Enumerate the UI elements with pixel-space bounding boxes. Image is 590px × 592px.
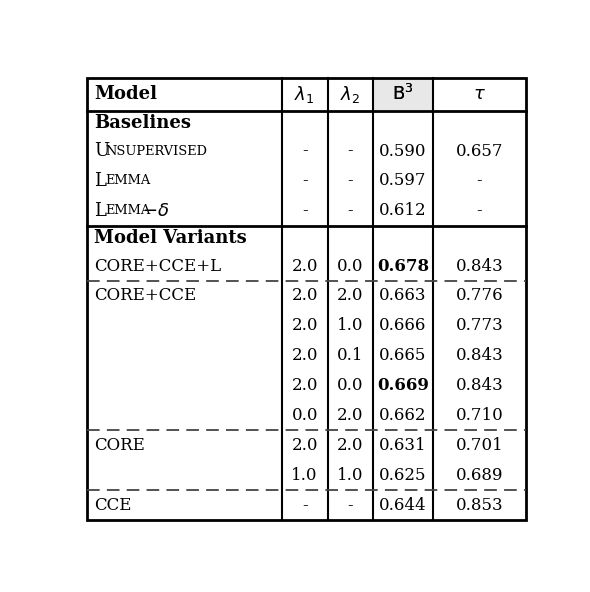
Text: 0.669: 0.669 [377, 377, 429, 394]
Text: 0.689: 0.689 [456, 466, 503, 484]
Text: 0.597: 0.597 [379, 172, 427, 189]
Text: NSUPERVISED: NSUPERVISED [106, 144, 208, 157]
Text: 2.0: 2.0 [291, 288, 318, 304]
Text: 0.625: 0.625 [379, 466, 427, 484]
Text: 0.662: 0.662 [379, 407, 427, 424]
Text: 2.0: 2.0 [337, 288, 363, 304]
Text: -: - [302, 497, 307, 514]
Text: 0.0: 0.0 [337, 377, 363, 394]
Text: -: - [348, 143, 353, 160]
Text: L: L [94, 172, 106, 190]
Text: Model: Model [94, 85, 158, 104]
Text: 0.666: 0.666 [379, 317, 427, 334]
Text: $\lambda_1$: $\lambda_1$ [294, 84, 315, 105]
Text: -: - [348, 202, 353, 219]
Text: $\lambda_2$: $\lambda_2$ [340, 84, 360, 105]
Bar [373, 78, 432, 111]
Text: 0.776: 0.776 [455, 288, 503, 304]
Text: 2.0: 2.0 [291, 437, 318, 454]
Text: $-\delta$: $-\delta$ [142, 202, 169, 220]
Text: 2.0: 2.0 [291, 258, 318, 275]
Text: $\mathrm{B}^3$: $\mathrm{B}^3$ [392, 84, 414, 104]
Text: Model Variants: Model Variants [94, 230, 247, 247]
Text: 1.0: 1.0 [337, 466, 363, 484]
Text: 0.853: 0.853 [455, 497, 503, 514]
Text: -: - [477, 172, 483, 189]
Text: 0.612: 0.612 [379, 202, 427, 219]
Text: -: - [348, 497, 353, 514]
Text: Baselines: Baselines [94, 114, 191, 133]
Text: CORE+CCE: CORE+CCE [94, 288, 196, 304]
Text: 0.701: 0.701 [455, 437, 503, 454]
Text: 0.678: 0.678 [377, 258, 429, 275]
Text: -: - [348, 172, 353, 189]
Text: 2.0: 2.0 [337, 407, 363, 424]
Text: 1.0: 1.0 [337, 317, 363, 334]
Text: -: - [302, 143, 307, 160]
Text: CORE: CORE [94, 437, 145, 454]
Text: 0.590: 0.590 [379, 143, 427, 160]
Text: L: L [94, 202, 106, 220]
Text: 0.710: 0.710 [455, 407, 503, 424]
Text: 0.0: 0.0 [337, 258, 363, 275]
Text: 0.665: 0.665 [379, 348, 427, 364]
Text: 0.0: 0.0 [291, 407, 318, 424]
Text: 2.0: 2.0 [291, 317, 318, 334]
Text: 0.644: 0.644 [379, 497, 427, 514]
Text: CCE: CCE [94, 497, 132, 514]
Text: 0.1: 0.1 [337, 348, 363, 364]
Text: 2.0: 2.0 [291, 377, 318, 394]
Text: EMMA: EMMA [106, 175, 151, 188]
Text: -: - [302, 202, 307, 219]
Text: 0.843: 0.843 [455, 258, 503, 275]
Text: 0.657: 0.657 [456, 143, 503, 160]
Text: -: - [302, 172, 307, 189]
Text: 1.0: 1.0 [291, 466, 318, 484]
Text: $\mathrm{B}^3$: $\mathrm{B}^3$ [392, 84, 414, 104]
Text: U: U [94, 142, 110, 160]
Text: EMMA: EMMA [106, 204, 151, 217]
Text: 0.663: 0.663 [379, 288, 427, 304]
Text: $\tau$: $\tau$ [473, 85, 486, 104]
Text: 0.843: 0.843 [455, 377, 503, 394]
Text: -: - [477, 202, 483, 219]
Text: 0.773: 0.773 [455, 317, 503, 334]
Text: 0.843: 0.843 [455, 348, 503, 364]
Text: 2.0: 2.0 [337, 437, 363, 454]
Text: 0.631: 0.631 [379, 437, 427, 454]
Text: 2.0: 2.0 [291, 348, 318, 364]
Text: CORE+CCE+L: CORE+CCE+L [94, 258, 221, 275]
